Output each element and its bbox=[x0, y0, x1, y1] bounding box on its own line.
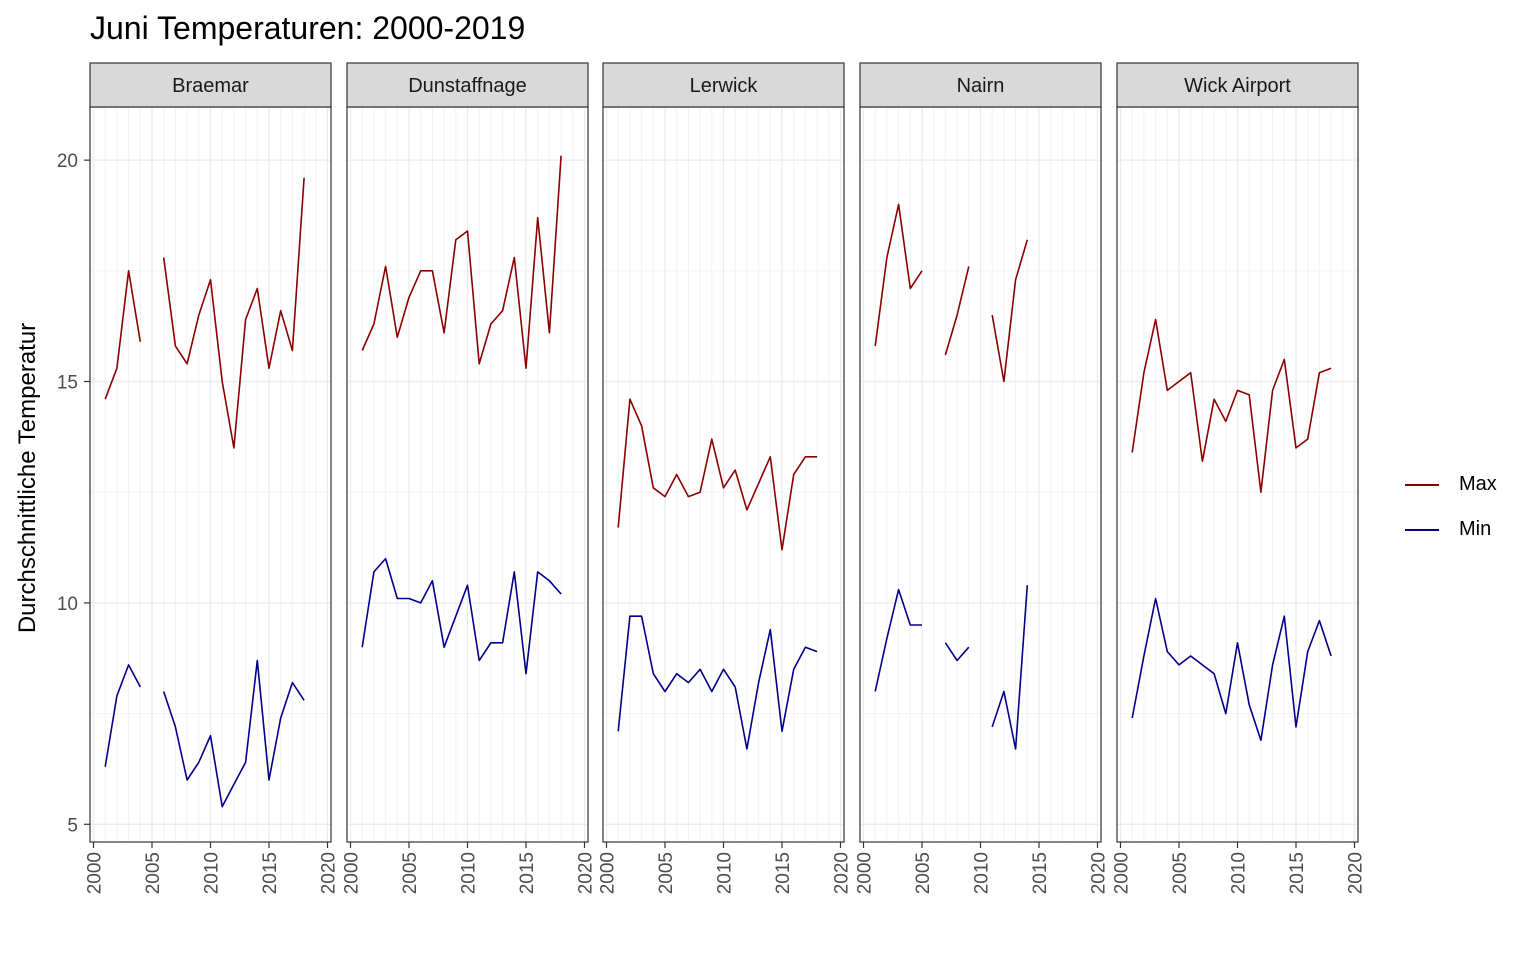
strip-lerwick bbox=[602, 62, 845, 108]
x-tick-label-2020-lerwick: 2020 bbox=[831, 852, 852, 894]
y-tick-label-20: 20 bbox=[57, 151, 78, 172]
chart-title: Juni Temperaturen: 2000-2019 bbox=[90, 10, 526, 46]
x-tick-label-2015-nairn: 2015 bbox=[1030, 852, 1051, 894]
x-tick-label-2010-nairn: 2010 bbox=[972, 852, 993, 894]
series-line-min-dunstaffnage bbox=[361, 557, 562, 675]
series-line-max-dunstaffnage bbox=[361, 155, 562, 370]
x-tick-label-2020-wick-airport: 2020 bbox=[1345, 852, 1366, 894]
x-tick-label-2020-braemar: 2020 bbox=[318, 852, 339, 894]
x-tick-label-2005-lerwick: 2005 bbox=[656, 852, 677, 894]
x-tick-label-2020-dunstaffnage: 2020 bbox=[575, 852, 596, 894]
x-tick-label-2000-nairn: 2000 bbox=[855, 852, 876, 894]
strip-label-lerwick: Lerwick bbox=[690, 75, 759, 97]
legend-key-min bbox=[1405, 528, 1439, 531]
x-tick-label-2005-wick-airport: 2005 bbox=[1170, 852, 1191, 894]
x-tick-label-2015-braemar: 2015 bbox=[260, 852, 281, 894]
series-line-min-wick-airport bbox=[1131, 597, 1332, 742]
strip-label-dunstaffnage: Dunstaffnage bbox=[408, 75, 527, 97]
strip-wick-airport bbox=[1116, 62, 1359, 108]
series-line-max-braemar bbox=[162, 177, 305, 449]
series-line-max-lerwick bbox=[617, 398, 818, 551]
x-tick-label-2015-dunstaffnage: 2015 bbox=[517, 852, 538, 894]
y-tick-label-15: 15 bbox=[57, 373, 78, 394]
series-line-min-braemar bbox=[162, 659, 305, 808]
series-line-min-nairn bbox=[944, 642, 970, 662]
series-line-max-nairn bbox=[874, 203, 923, 347]
x-tick-label-2020-nairn: 2020 bbox=[1088, 852, 1109, 894]
x-tick-label-2005-nairn: 2005 bbox=[913, 852, 934, 894]
strip-label-wick-airport: Wick Airport bbox=[1184, 75, 1291, 97]
x-tick-label-2010-braemar: 2010 bbox=[202, 852, 223, 894]
y-tick-label-5: 5 bbox=[67, 815, 78, 836]
series-line-max-wick-airport bbox=[1131, 318, 1332, 494]
strip-braemar bbox=[89, 62, 332, 108]
legend: Max Min bbox=[1405, 462, 1497, 552]
series-line-max-braemar bbox=[104, 269, 142, 400]
x-tick-label-2015-wick-airport: 2015 bbox=[1287, 852, 1308, 894]
x-tick-label-2010-wick-airport: 2010 bbox=[1229, 852, 1250, 894]
x-tick-label-2000-dunstaffnage: 2000 bbox=[342, 852, 363, 894]
strip-label-nairn: Nairn bbox=[957, 75, 1005, 97]
strip-dunstaffnage bbox=[346, 62, 589, 108]
legend-item-max: Max bbox=[1405, 462, 1497, 507]
series-line-min-braemar bbox=[104, 664, 142, 767]
series-line-min-nairn bbox=[874, 588, 922, 692]
strip-label-braemar: Braemar bbox=[172, 75, 249, 97]
x-tick-label-2010-lerwick: 2010 bbox=[715, 852, 736, 894]
legend-item-min: Min bbox=[1405, 507, 1497, 552]
y-tick-label-10: 10 bbox=[57, 594, 78, 615]
x-tick-label-2005-braemar: 2005 bbox=[143, 852, 164, 894]
legend-key-max bbox=[1405, 483, 1439, 486]
x-tick-label-2015-lerwick: 2015 bbox=[773, 852, 794, 894]
series-line-min-nairn bbox=[991, 585, 1029, 750]
legend-label-min: Min bbox=[1459, 518, 1492, 540]
x-tick-label-2005-dunstaffnage: 2005 bbox=[400, 852, 421, 894]
series-line-max-nairn bbox=[944, 266, 970, 356]
series-line-max-nairn bbox=[991, 239, 1029, 383]
x-tick-label-2000-lerwick: 2000 bbox=[598, 852, 619, 894]
x-tick-label-2000-braemar: 2000 bbox=[85, 852, 106, 894]
strip-nairn bbox=[859, 62, 1102, 108]
x-tick-label-2000-wick-airport: 2000 bbox=[1112, 852, 1133, 894]
series-line-min-lerwick bbox=[617, 615, 818, 750]
legend-label-max: Max bbox=[1459, 473, 1497, 495]
x-tick-label-2010-dunstaffnage: 2010 bbox=[459, 852, 480, 894]
